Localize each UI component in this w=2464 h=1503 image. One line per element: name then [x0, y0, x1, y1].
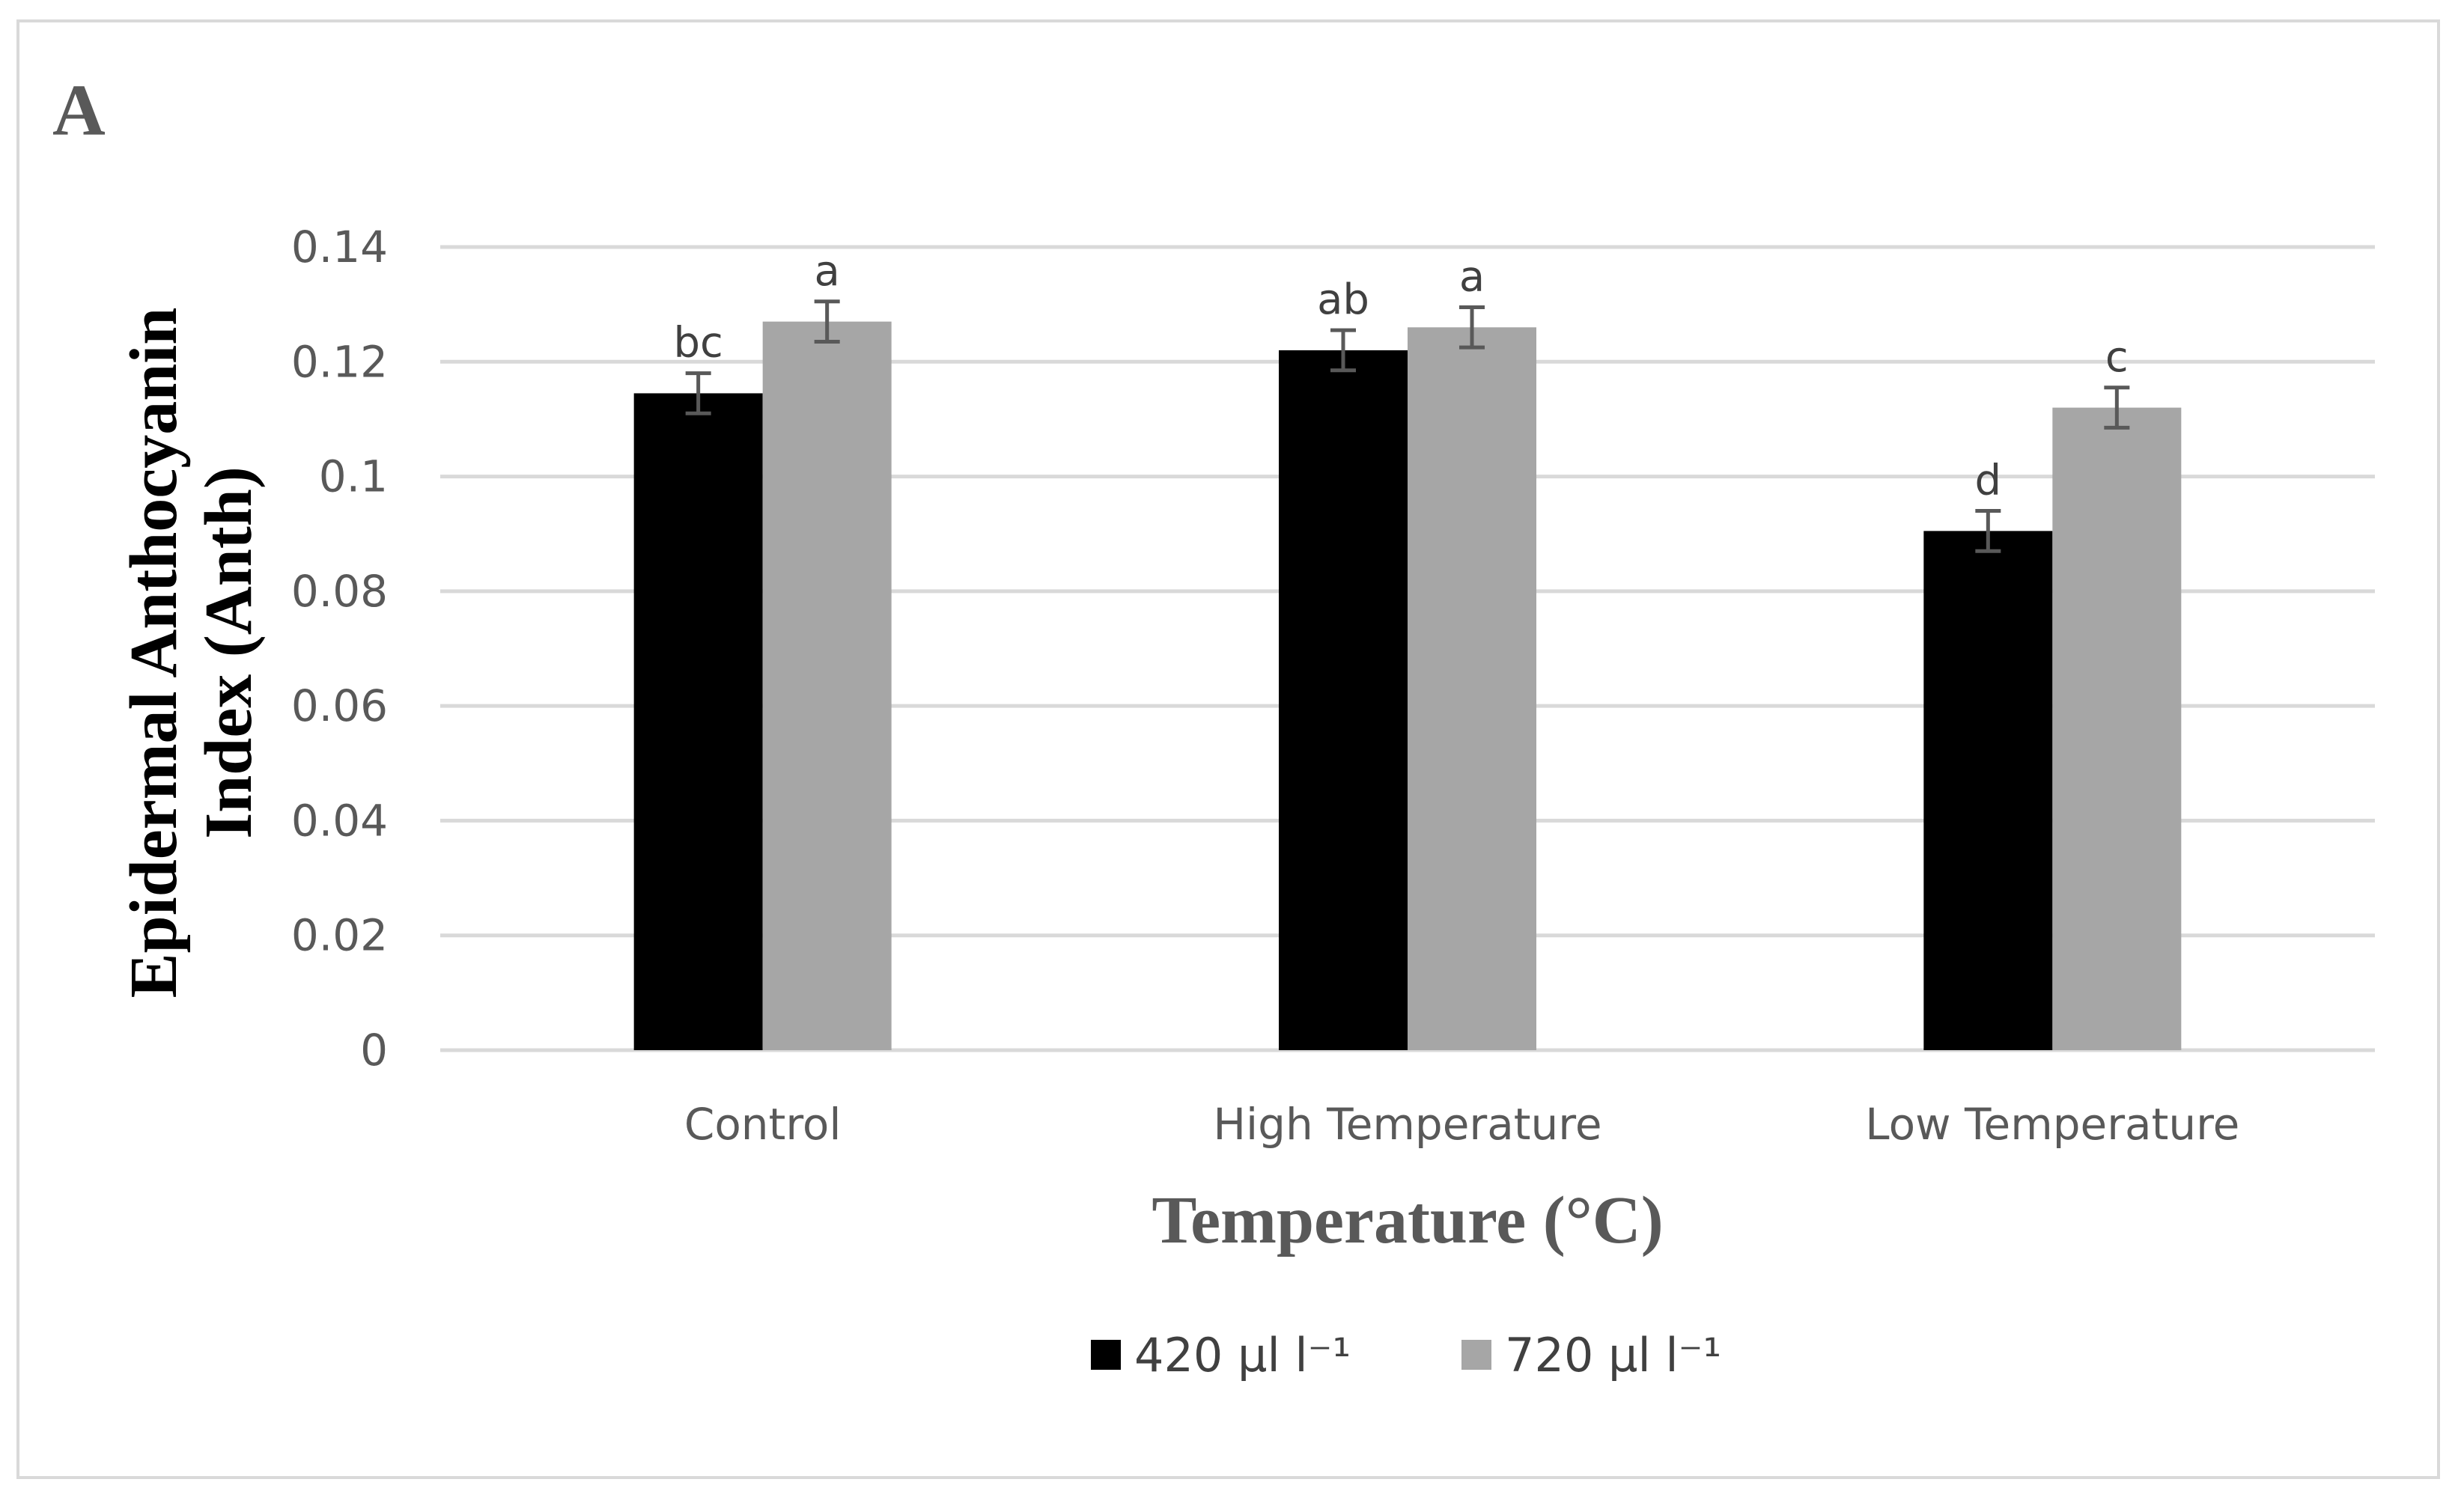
- legend-label: 420 µl l⁻¹: [1134, 1328, 1351, 1382]
- bar-420-0: [633, 393, 763, 1050]
- significance-labels: bc a ab a d c: [673, 247, 2128, 505]
- y-tick-label: 0.08: [291, 566, 388, 617]
- significance-label: c: [2105, 333, 2129, 382]
- error-bar: [1330, 328, 1356, 373]
- error-bars: [685, 299, 2130, 553]
- legend-label: 720 µl l⁻¹: [1505, 1328, 1721, 1382]
- error-bar: [814, 299, 840, 344]
- significance-label: a: [1459, 252, 1485, 301]
- legend-item: 420 µl l⁻¹: [1091, 1328, 1351, 1382]
- bar-420-1: [1279, 350, 1408, 1050]
- significance-label: bc: [673, 319, 723, 368]
- bar-420-2: [1923, 531, 2053, 1050]
- bars: [633, 321, 2182, 1050]
- x-axis-ticks: Control High Temperature Low Temperature: [684, 1099, 2240, 1150]
- y-axis-title-line-2: Index (Anth): [192, 466, 266, 839]
- bar-720-1: [1408, 327, 1536, 1050]
- x-tick-label: Low Temperature: [1865, 1099, 2239, 1150]
- legend: 420 µl l⁻¹ 720 µl l⁻¹: [1091, 1328, 1721, 1382]
- error-bar: [2104, 385, 2130, 430]
- bar-720-0: [762, 321, 892, 1050]
- error-bar: [685, 371, 711, 415]
- legend-item: 720 µl l⁻¹: [1461, 1328, 1721, 1382]
- legend-swatch: [1461, 1340, 1491, 1370]
- significance-label: d: [1975, 457, 2002, 505]
- legend-swatch: [1091, 1340, 1121, 1370]
- significance-label: ab: [1317, 275, 1369, 324]
- significance-label: a: [815, 247, 840, 296]
- bar-720-2: [2052, 407, 2182, 1050]
- y-axis-title: Epidermal Anthocyanin Index (Anth): [117, 308, 266, 999]
- y-tick-label: 0: [360, 1025, 388, 1076]
- y-axis-title-line-1: Epidermal Anthocyanin: [117, 308, 191, 999]
- error-bar: [1459, 305, 1485, 350]
- y-tick-label: 0.14: [291, 222, 388, 272]
- y-tick-label: 0.04: [291, 795, 388, 846]
- x-tick-label: Control: [684, 1099, 842, 1150]
- x-axis-title: Temperature (°C): [1152, 1183, 1663, 1257]
- error-bar: [1975, 509, 2001, 553]
- y-tick-label: 0.02: [291, 910, 388, 961]
- x-tick-label: High Temperature: [1213, 1099, 1601, 1150]
- panel-label: A: [52, 70, 106, 151]
- y-tick-label: 0.12: [291, 336, 388, 387]
- y-axis-ticks: 0 0.02 0.04 0.06 0.08 0.1 0.12 0.14: [291, 222, 388, 1076]
- y-tick-label: 0.06: [291, 680, 388, 731]
- y-tick-label: 0.1: [319, 451, 388, 502]
